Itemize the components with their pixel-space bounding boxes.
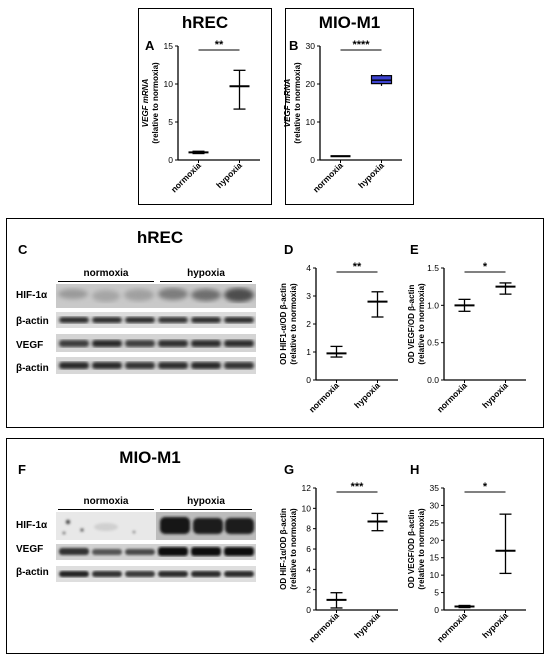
y-tick-label: 12 — [302, 483, 312, 493]
x-tick-label: hypoxia — [480, 380, 510, 410]
y-tick-label: 25 — [430, 518, 440, 528]
y-tick-label: 10 — [302, 503, 312, 513]
chart-panel-g: OD HIF-1α/OD β-actin(relative to normoxi… — [279, 481, 398, 644]
y-tick-label: 0 — [168, 155, 173, 165]
y-tick-label: 0 — [310, 155, 315, 165]
y-tick-label: 2 — [306, 585, 311, 595]
chart-panel-d: OD HIF1-α/OD β-actin(relative to normoxi… — [279, 261, 398, 414]
x-tick-label: normoxia — [311, 160, 345, 194]
y-tick-label: 5 — [434, 588, 439, 598]
x-tick-label: hypoxia — [480, 610, 510, 640]
x-tick-label: normoxia — [307, 380, 341, 414]
x-tick-label: normoxia — [169, 160, 203, 194]
chart-panel-b: VEGF mRNA(relative to normoxia) 0 10 20 30 no… — [283, 39, 402, 194]
panel-letter-e: E — [410, 242, 419, 257]
x-tick-label: normoxia — [307, 610, 341, 644]
western-blot-hrec — [56, 284, 256, 374]
x-tick-label: hypoxia — [352, 610, 382, 640]
blot-f-group-line-hypoxia — [160, 509, 252, 510]
significance-label: **** — [352, 39, 370, 51]
panel-box-hrec-top — [138, 8, 272, 205]
y-tick-label: 6 — [306, 544, 311, 554]
significance-label: * — [483, 261, 488, 273]
y-tick-label: 8 — [306, 524, 311, 534]
blot-f-group-line-normoxia — [58, 509, 154, 510]
y-tick-label: 30 — [430, 500, 440, 510]
blot-c-row-label: β-actin — [16, 363, 49, 374]
y-axis-label: OD HIF1-α/OD β-actin(relative to normoxi… — [279, 283, 298, 365]
significance-label: ** — [215, 39, 224, 51]
y-tick-label: 15 — [164, 41, 174, 51]
panel-letter-b: B — [289, 38, 299, 53]
x-tick-label: hypoxia — [214, 160, 244, 190]
y-tick-label: 20 — [430, 535, 440, 545]
blot-c-row-label: HIF-1α — [16, 290, 48, 301]
y-tick-label: 2 — [306, 319, 311, 329]
y-tick-label: 0 — [306, 605, 311, 615]
panel-title-hrec-mid: hREC — [136, 228, 184, 247]
panel-title-hrec-top: hREC — [181, 13, 229, 32]
y-tick-label: 4 — [306, 564, 311, 574]
panel-letter-h: H — [410, 462, 420, 477]
y-tick-label: 30 — [306, 41, 316, 51]
x-tick-label: hypoxia — [352, 380, 382, 410]
y-tick-label: 10 — [306, 117, 316, 127]
x-tick-label: normoxia — [435, 380, 469, 414]
blot-f-row-label: HIF-1α — [16, 520, 48, 531]
blot-f-row-label: VEGF — [16, 544, 44, 555]
significance-label: ** — [353, 261, 362, 273]
y-tick-label: 10 — [164, 79, 174, 89]
panel-letter-d: D — [284, 242, 294, 257]
blot-c-group-line-normoxia — [58, 281, 154, 282]
western-blot-mio — [56, 512, 256, 582]
y-axis-label: VEGF mRNA(relative to normoxia) — [283, 62, 302, 144]
y-tick-label: 1 — [306, 347, 311, 357]
y-tick-label: 0 — [306, 375, 311, 385]
blot-f-row-label: β-actin — [16, 567, 49, 578]
y-tick-label: 5 — [168, 117, 173, 127]
y-tick-label: 0.0 — [427, 375, 439, 385]
chart-panel-a: VEGF mRNA(relative to normoxia) 0 5 10 15 nor… — [141, 39, 260, 194]
significance-label: * — [483, 481, 488, 493]
y-axis-label: OD HIF-1α/OD β-actin(relative to normoxi… — [279, 508, 298, 590]
panel-letter-g: G — [284, 462, 295, 477]
y-tick-label: 3 — [306, 291, 311, 301]
y-tick-label: 0 — [434, 605, 439, 615]
panel-box-mio-top — [285, 8, 414, 205]
blot-f-group-hypoxia: hypoxia — [187, 496, 225, 507]
blot-f-group-normoxia: normoxia — [83, 496, 129, 507]
blot-c-group-hypoxia: hypoxia — [187, 268, 225, 279]
panel-title-mio-bot: MIO-M1 — [119, 448, 181, 467]
panel-letter-f: F — [18, 462, 26, 477]
blot-c-row-label: VEGF — [16, 340, 44, 351]
chart-panel-h: OD VEGF/OD β-actin(relative to normoxia)… — [407, 481, 526, 644]
x-tick-label: hypoxia — [356, 160, 386, 190]
y-tick-label: 10 — [430, 570, 440, 580]
y-tick-label: 15 — [430, 553, 440, 563]
panel-letter-c: C — [18, 242, 28, 257]
blot-c-row-label: β-actin — [16, 316, 49, 327]
y-axis-label: OD VEGF/OD β-actin(relative to normoxia) — [407, 508, 426, 590]
y-tick-label: 35 — [430, 483, 440, 493]
y-tick-label: 1.5 — [427, 263, 439, 273]
y-axis-label: VEGF mRNA(relative to normoxia) — [141, 62, 160, 144]
y-tick-label: 4 — [306, 263, 311, 273]
blot-c-group-line-hypoxia — [160, 281, 252, 282]
x-tick-label: normoxia — [435, 610, 469, 644]
y-tick-label: 1.0 — [427, 300, 439, 310]
panel-letter-a: A — [145, 38, 155, 53]
chart-panel-e: OD VEGF/OD β-actin(relative to normoxia)… — [407, 261, 526, 414]
y-tick-label: 20 — [306, 79, 316, 89]
significance-label: *** — [351, 481, 365, 493]
y-tick-label: 0.5 — [427, 338, 439, 348]
blot-c-group-normoxia: normoxia — [83, 268, 129, 279]
y-axis-label: OD VEGF/OD β-actin(relative to normoxia) — [407, 283, 426, 365]
panel-title-mio-top: MIO-M1 — [318, 13, 381, 32]
